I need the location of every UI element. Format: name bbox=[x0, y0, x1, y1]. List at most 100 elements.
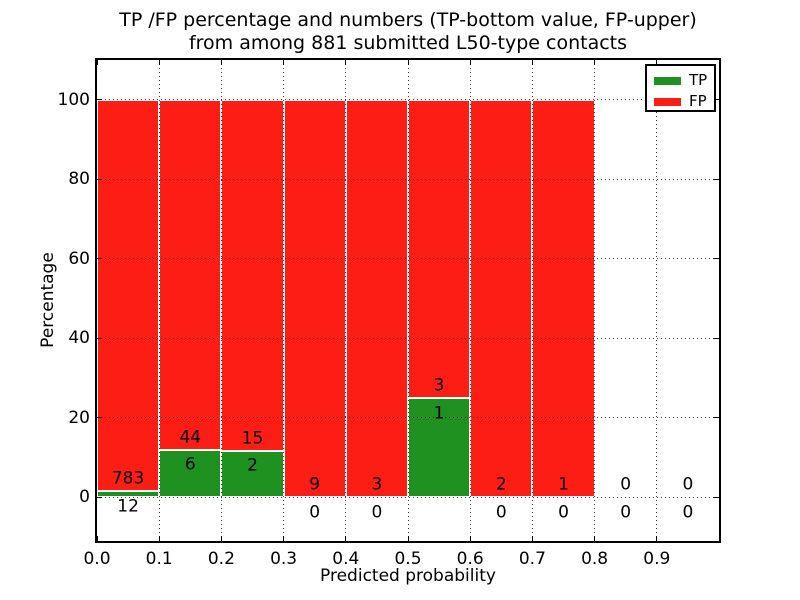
chart-title-line1: TP /FP percentage and numbers (TP-bottom… bbox=[119, 9, 697, 31]
x-tickmark-bottom bbox=[469, 536, 471, 541]
plot-inner: 783 12 44 6 15 2 9 0 3 0 3 1 2 0 1 0 0 0 0 0 bbox=[96, 60, 719, 541]
x-tickmark-bottom bbox=[220, 536, 222, 541]
x-gridline bbox=[283, 60, 285, 541]
fp-count-annotation: 1 bbox=[558, 474, 569, 495]
y-gridline bbox=[97, 417, 719, 419]
y-tickmark-right bbox=[714, 337, 719, 339]
y-tickmark-left bbox=[97, 496, 102, 498]
x-tickmark-top bbox=[594, 60, 596, 65]
fp-count-annotation: 2 bbox=[495, 474, 507, 495]
x-tickmark-top bbox=[469, 60, 471, 65]
x-tick-label: 0.6 bbox=[456, 549, 484, 569]
fp-bar bbox=[532, 99, 595, 498]
y-tickmark-right bbox=[714, 417, 719, 419]
fp-count-annotation: 15 bbox=[241, 428, 264, 449]
fp-bar bbox=[221, 99, 284, 451]
tp-count-annotation: 0 bbox=[371, 502, 383, 523]
x-gridline bbox=[656, 60, 658, 541]
x-gridline bbox=[345, 60, 347, 541]
y-gridline bbox=[97, 99, 719, 101]
y-tickmark-right bbox=[714, 496, 719, 498]
x-tick-label: 0.3 bbox=[270, 549, 298, 569]
legend-label-fp: FP bbox=[689, 92, 707, 110]
tp-count-annotation: 0 bbox=[682, 502, 694, 523]
x-gridline bbox=[594, 60, 596, 541]
plot-area: 783 12 44 6 15 2 9 0 3 0 3 1 2 0 1 0 0 0 0 0 bbox=[95, 58, 721, 543]
tp-count-annotation: 2 bbox=[247, 455, 258, 476]
tp-count-annotation: 0 bbox=[558, 502, 569, 523]
y-tickmark-left bbox=[97, 337, 102, 339]
legend: TP FP bbox=[645, 64, 716, 112]
x-tickmark-bottom bbox=[345, 536, 347, 541]
x-gridline bbox=[407, 60, 409, 541]
legend-entry-tp: TP bbox=[654, 70, 714, 91]
y-tickmark-right bbox=[714, 99, 719, 101]
x-gridline bbox=[469, 60, 471, 541]
y-tick-label: 0 bbox=[79, 487, 90, 508]
tp-count-annotation: 6 bbox=[184, 454, 196, 475]
fp-count-annotation: 9 bbox=[309, 474, 321, 495]
y-tickmark-left bbox=[97, 258, 102, 260]
y-tickmark-right bbox=[714, 258, 719, 260]
x-tickmark-top bbox=[345, 60, 347, 65]
x-tick-label: 0.0 bbox=[83, 549, 111, 569]
y-tickmark-right bbox=[714, 178, 719, 180]
tp-count-annotation: 0 bbox=[495, 502, 507, 523]
x-tickmark-top bbox=[407, 60, 409, 65]
x-tickmark-top bbox=[283, 60, 285, 65]
y-gridline bbox=[97, 258, 719, 260]
fp-count-annotation: 783 bbox=[111, 468, 145, 489]
tp-count-annotation: 1 bbox=[433, 403, 445, 424]
tp-bar bbox=[159, 449, 222, 498]
fp-bar bbox=[159, 99, 222, 450]
y-gridline bbox=[97, 337, 719, 339]
fp-bar bbox=[97, 99, 160, 492]
x-tick-label: 0.2 bbox=[207, 549, 235, 569]
x-tickmark-top bbox=[96, 60, 98, 65]
legend-label-tp: TP bbox=[689, 71, 708, 89]
chart-title-line2: from among 881 submitted L50-type contac… bbox=[188, 32, 628, 54]
fp-bar bbox=[345, 99, 408, 498]
x-tickmark-bottom bbox=[158, 536, 160, 541]
x-tickmark-bottom bbox=[96, 536, 98, 541]
x-tick-label: 0.7 bbox=[518, 549, 546, 569]
fp-count-annotation: 3 bbox=[371, 474, 383, 495]
fp-bar bbox=[470, 99, 533, 498]
x-axis-label: Predicted probability bbox=[320, 566, 496, 586]
y-tick-label: 80 bbox=[68, 169, 90, 190]
y-axis-label: Percentage bbox=[38, 252, 58, 348]
fp-bar bbox=[283, 99, 346, 498]
legend-entry-fp: FP bbox=[654, 91, 714, 112]
x-tickmark-top bbox=[531, 60, 533, 65]
tp-color-swatch bbox=[654, 76, 681, 85]
fp-count-annotation: 44 bbox=[179, 427, 202, 448]
y-tick-label: 20 bbox=[68, 407, 90, 428]
tp-bar bbox=[97, 491, 160, 498]
x-tickmark-bottom bbox=[656, 536, 658, 541]
fp-count-annotation: 0 bbox=[682, 474, 694, 495]
y-tick-label: 100 bbox=[57, 89, 90, 110]
x-gridline bbox=[158, 60, 160, 541]
x-gridline bbox=[220, 60, 222, 541]
x-tick-label: 0.5 bbox=[394, 549, 422, 569]
x-tickmark-bottom bbox=[594, 536, 596, 541]
y-tickmark-left bbox=[97, 178, 102, 180]
chart-title: TP /FP percentage and numbers (TP-bottom… bbox=[95, 9, 721, 55]
y-tickmark-left bbox=[97, 99, 102, 101]
fp-count-annotation: 0 bbox=[620, 474, 632, 495]
tp-count-annotation: 12 bbox=[117, 496, 139, 517]
x-tickmark-top bbox=[656, 60, 658, 65]
fp-count-annotation: 3 bbox=[433, 375, 445, 396]
tp-count-annotation: 0 bbox=[620, 502, 632, 523]
y-tickmark-left bbox=[97, 417, 102, 419]
x-tickmark-top bbox=[220, 60, 222, 65]
fp-bar bbox=[408, 99, 471, 398]
x-tick-label: 0.1 bbox=[145, 549, 173, 569]
tp-count-annotation: 0 bbox=[309, 502, 321, 523]
x-tick-label: 0.8 bbox=[581, 549, 609, 569]
tp-bar bbox=[408, 397, 471, 498]
x-tickmark-top bbox=[158, 60, 160, 65]
y-gridline bbox=[97, 496, 719, 498]
y-tick-label: 60 bbox=[68, 248, 90, 269]
